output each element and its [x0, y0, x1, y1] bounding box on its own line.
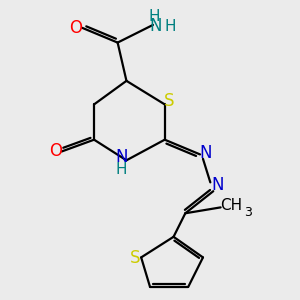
Text: N: N	[115, 148, 128, 166]
Text: CH: CH	[220, 198, 242, 213]
Text: H: H	[165, 19, 176, 34]
Text: S: S	[164, 92, 174, 110]
Text: O: O	[49, 142, 62, 160]
Text: H: H	[149, 9, 160, 24]
Text: N: N	[150, 17, 162, 35]
Text: S: S	[129, 249, 140, 267]
Text: H: H	[116, 162, 127, 177]
Text: N: N	[200, 144, 212, 162]
Text: 3: 3	[244, 206, 252, 219]
Text: N: N	[212, 176, 224, 194]
Text: O: O	[69, 19, 82, 37]
